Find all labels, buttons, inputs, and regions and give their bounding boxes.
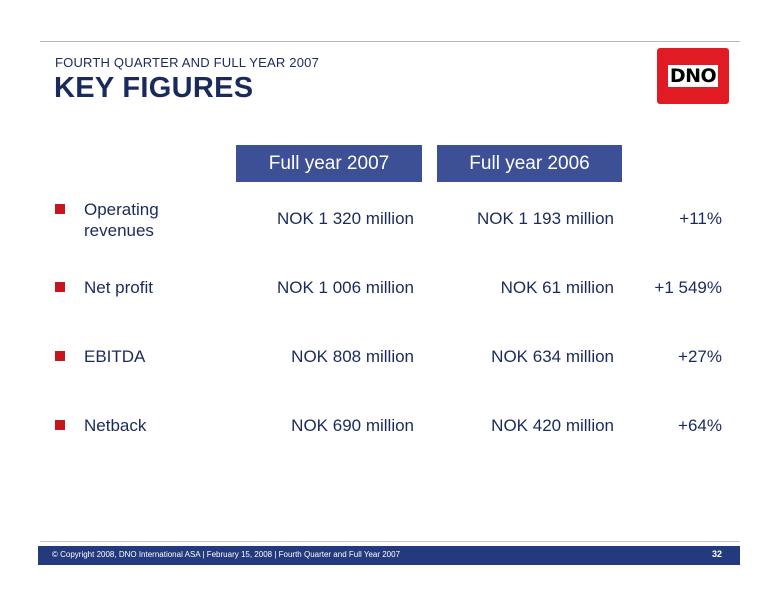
- value-fy2007: NOK 690 million: [291, 416, 414, 435]
- value-fy2006: NOK 634 million: [491, 347, 614, 366]
- bullet-square-icon: [55, 204, 65, 214]
- value-fy2006: NOK 1 193 million: [476, 209, 614, 228]
- column-header-full-year-2007: Full year 2007: [236, 145, 422, 182]
- value-fy2007: NOK 1 006 million: [276, 278, 414, 297]
- value-change: +64%: [678, 416, 722, 435]
- bullet-square-icon: [55, 282, 65, 292]
- value-fy2006: NOK 61 million: [500, 278, 614, 297]
- value-fy2007: NOK 808 million: [291, 347, 414, 366]
- dno-logo: DNO: [657, 48, 729, 104]
- footer-copyright: © Copyright 2008, DNO International ASA …: [52, 550, 401, 559]
- footer-bar: © Copyright 2008, DNO International ASA …: [38, 546, 740, 565]
- row-label: EBITDA: [84, 347, 146, 366]
- slide-title: KEY FIGURES: [54, 72, 254, 104]
- logo-text: DNO: [667, 65, 719, 87]
- value-fy2007: NOK 1 320 million: [276, 209, 414, 228]
- value-change: +27%: [678, 347, 722, 366]
- page-number: 32: [711, 549, 722, 559]
- column-header-full-year-2006: Full year 2006: [437, 145, 622, 182]
- row-label: Operating revenues: [84, 200, 159, 240]
- bullet-square-icon: [55, 351, 65, 361]
- row-label: Netback: [84, 416, 147, 435]
- bullet-square-icon: [55, 420, 65, 430]
- value-fy2006: NOK 420 million: [491, 416, 614, 435]
- value-change: +1 549%: [654, 278, 722, 297]
- top-divider: [40, 41, 740, 42]
- row-label: Net profit: [84, 278, 153, 297]
- slide-subtitle: FOURTH QUARTER AND FULL YEAR 2007: [55, 55, 320, 70]
- footer-divider: [40, 541, 740, 542]
- value-change: +11%: [679, 209, 722, 228]
